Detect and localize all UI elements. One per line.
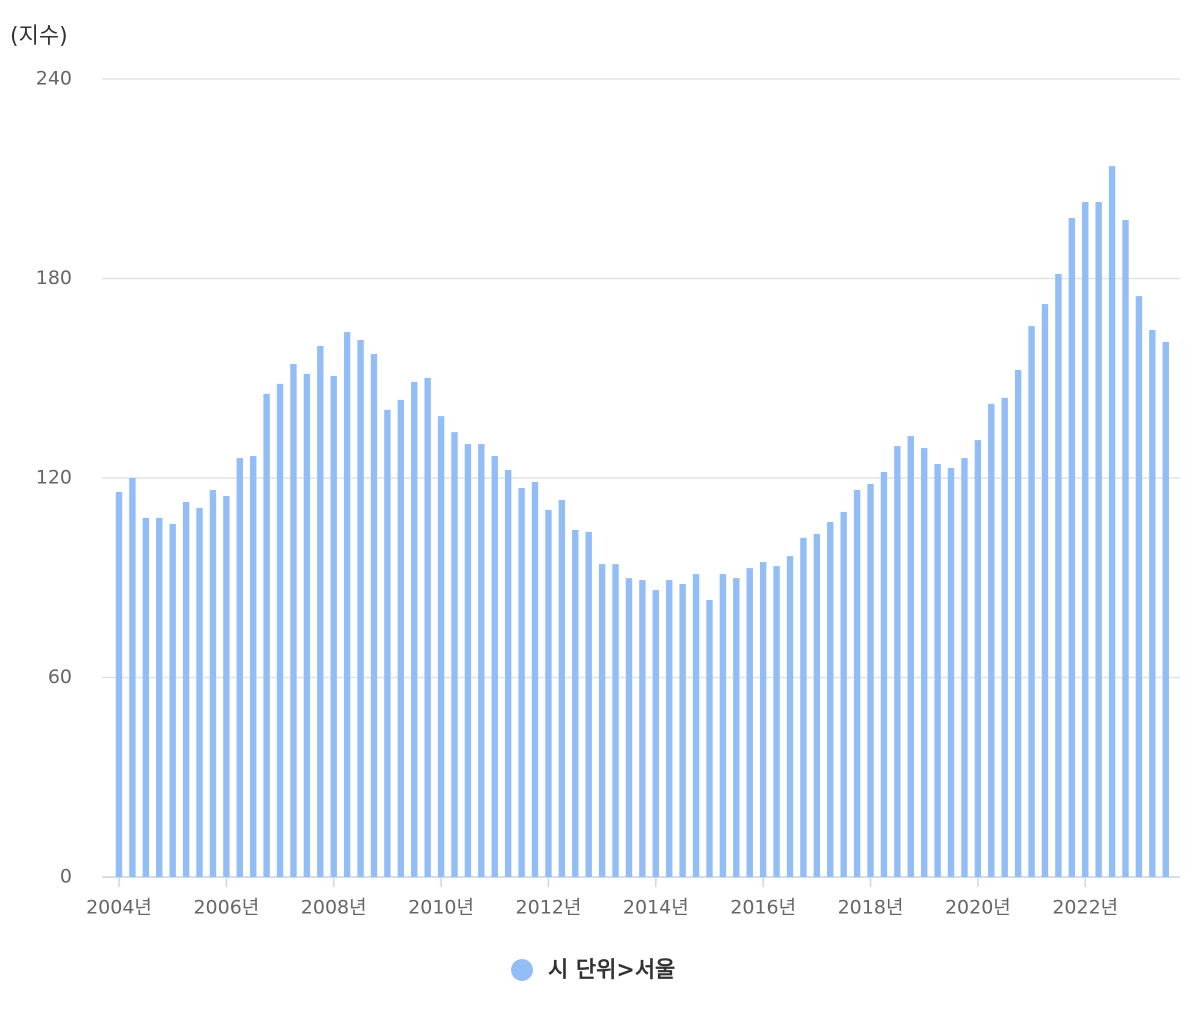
y-tick-label: 120	[36, 467, 72, 489]
bar	[424, 377, 431, 877]
x-tick-label: 2016년	[730, 897, 796, 919]
bar	[598, 564, 606, 877]
bar	[934, 464, 941, 877]
legend-marker	[511, 959, 533, 981]
bar	[491, 456, 498, 877]
bar	[384, 409, 391, 877]
bar	[478, 444, 485, 877]
bar	[1068, 217, 1076, 878]
bar	[1108, 166, 1116, 878]
bar	[545, 509, 552, 877]
bar	[706, 600, 713, 877]
bar	[679, 584, 686, 877]
bar	[276, 383, 284, 877]
bar	[652, 590, 659, 877]
x-tick-label: 2014년	[623, 897, 689, 919]
bar	[1162, 342, 1169, 877]
bar	[209, 489, 217, 877]
bar	[666, 580, 673, 877]
x-tick-label: 2020년	[945, 897, 1011, 919]
bar	[1095, 202, 1102, 877]
bar	[947, 468, 955, 877]
x-tick-label: 2008년	[301, 897, 367, 919]
bar	[572, 529, 579, 877]
bar	[1149, 330, 1156, 878]
bar	[236, 458, 243, 877]
bar	[813, 533, 821, 877]
bar	[733, 578, 740, 877]
bar	[827, 521, 834, 877]
bar	[250, 456, 257, 877]
y-tick-label: 60	[48, 666, 72, 688]
bar	[759, 562, 767, 877]
bar	[142, 517, 150, 877]
bar	[974, 440, 982, 877]
bar	[880, 472, 888, 877]
bar	[290, 363, 297, 877]
y-axis-label: (지수)	[10, 24, 68, 49]
bar	[156, 517, 163, 877]
bar	[411, 381, 418, 877]
bar	[921, 448, 928, 877]
bar	[115, 491, 123, 877]
bar	[746, 568, 753, 877]
x-tick-label: 2010년	[408, 897, 474, 919]
bar	[1082, 202, 1089, 877]
bar	[437, 416, 445, 877]
x-tick-label: 2022년	[1052, 897, 1118, 919]
bar	[558, 499, 566, 877]
y-tick-label: 240	[36, 68, 72, 90]
bar	[343, 332, 351, 878]
bar	[196, 507, 203, 877]
bar	[1028, 326, 1035, 877]
bar	[988, 403, 995, 877]
bar	[692, 574, 700, 877]
bar	[786, 556, 794, 877]
bar	[303, 373, 311, 877]
bar	[370, 353, 378, 877]
bar	[1122, 219, 1129, 878]
legend-label[interactable]: 시 단위>서울	[548, 958, 675, 983]
bar	[504, 470, 512, 877]
bar	[1014, 369, 1022, 877]
x-tick-label: 2004년	[86, 897, 152, 919]
bar	[317, 345, 324, 877]
bar	[129, 478, 136, 877]
bar	[894, 446, 901, 877]
x-tick-label: 2018년	[838, 897, 904, 919]
bar	[773, 566, 780, 877]
bar	[1001, 397, 1008, 877]
bar	[1135, 296, 1143, 877]
x-tick-label: 2012년	[516, 897, 582, 919]
bar	[182, 501, 190, 877]
bar	[397, 399, 405, 877]
bar	[867, 483, 874, 877]
bar	[840, 511, 847, 877]
y-tick-label: 0	[60, 866, 72, 888]
bar	[625, 578, 633, 877]
bar	[585, 531, 592, 877]
bar	[907, 436, 914, 877]
bar	[800, 537, 807, 877]
bar	[612, 564, 619, 877]
y-tick-label: 180	[36, 267, 72, 289]
bar	[1055, 273, 1062, 878]
bar	[263, 393, 270, 877]
bar	[169, 523, 176, 877]
bar	[1041, 304, 1049, 877]
bar	[330, 375, 337, 877]
bar	[518, 487, 525, 877]
bar	[223, 495, 230, 877]
bar	[961, 458, 968, 877]
bar	[719, 574, 727, 877]
bar	[464, 444, 472, 877]
bar	[357, 340, 364, 877]
x-tick-label: 2006년	[193, 897, 259, 919]
bar	[451, 432, 458, 877]
bar	[639, 580, 646, 877]
bar	[531, 481, 539, 877]
bar	[853, 489, 861, 877]
